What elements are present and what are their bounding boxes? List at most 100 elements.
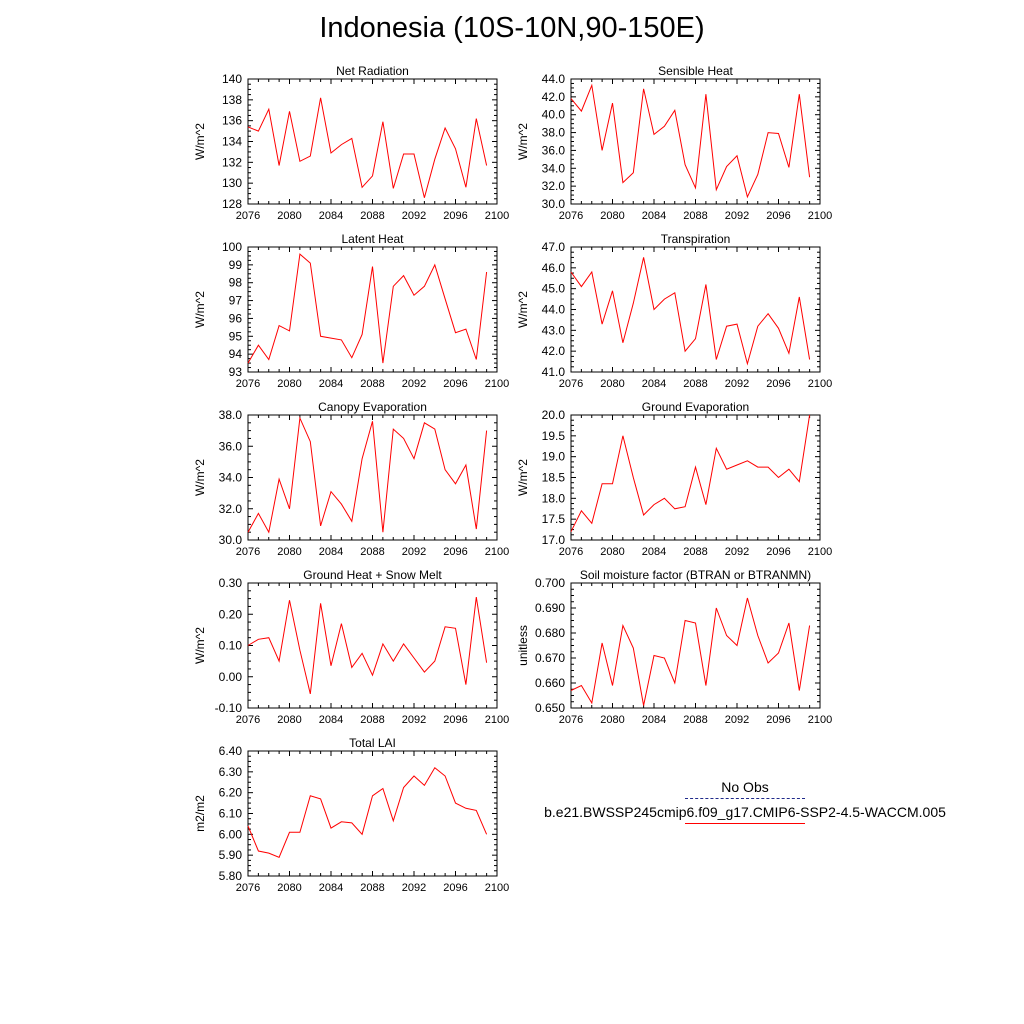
y-tick-label: 138	[222, 93, 242, 107]
y-axis-label: W/m^2	[193, 291, 207, 328]
y-tick-label: 0.650	[535, 701, 565, 715]
chart-title: Sensible Heat	[658, 64, 733, 78]
plot-frame	[570, 582, 821, 709]
y-tick-label: 0.660	[535, 676, 565, 690]
y-tick-label: 34.0	[219, 471, 243, 485]
y-tick-label: 38.0	[219, 408, 243, 422]
y-axis-label: m2/m2	[193, 795, 207, 832]
y-tick-label: 45.0	[542, 282, 566, 296]
y-tick-label: 32.0	[542, 179, 566, 193]
y-tick-label: 99	[229, 258, 243, 272]
x-tick-label: 2084	[319, 882, 343, 894]
legend-sim-line	[685, 823, 805, 824]
y-axis-label: W/m^2	[193, 627, 207, 664]
y-tick-label: 6.20	[219, 786, 243, 800]
chart-panel-6: Ground Heat + Snow Melt W/m^2 2076 2080 2084…	[193, 568, 509, 726]
y-tick-label: 94	[229, 347, 243, 361]
y-tick-label: 128	[222, 197, 242, 211]
legend: No Obs b.e21.BWSSP245cmip6.f09_g17.CMIP6…	[520, 778, 970, 824]
x-tick-label: 2076	[236, 882, 260, 894]
y-tick-label: 20.0	[542, 408, 566, 422]
series-line	[570, 597, 811, 706]
y-tick-label: 5.80	[219, 869, 243, 883]
series-line	[247, 597, 488, 695]
x-tick-label: 2080	[277, 378, 301, 390]
chart-title: Total LAI	[349, 736, 396, 750]
x-tick-label: 2092	[725, 210, 749, 222]
y-tick-label: 30.0	[542, 197, 566, 211]
y-tick-label: 0.30	[219, 576, 243, 590]
y-tick-label: 0.680	[535, 626, 565, 640]
x-tick-label: 2084	[642, 210, 666, 222]
y-tick-label: 47.0	[542, 240, 566, 254]
x-tick-label: 2080	[277, 546, 301, 558]
y-tick-label: 0.10	[219, 639, 243, 653]
x-tick-label: 2080	[600, 210, 624, 222]
chart-title: Ground Evaporation	[642, 400, 749, 414]
x-tick-label: 2076	[559, 378, 583, 390]
y-tick-label: 44.0	[542, 72, 566, 86]
x-tick-label: 2088	[360, 882, 384, 894]
x-tick-label: 2096	[443, 546, 467, 558]
x-tick-label: 2100	[485, 882, 509, 894]
y-tick-label: 6.40	[219, 744, 243, 758]
y-tick-label: 100	[222, 240, 242, 254]
x-tick-label: 2088	[683, 210, 707, 222]
y-tick-label: 32.0	[219, 502, 243, 516]
y-tick-label: 0.700	[535, 576, 565, 590]
x-tick-label: 2100	[808, 210, 832, 222]
y-tick-label: 134	[222, 135, 242, 149]
y-tick-label: 96	[229, 311, 243, 325]
x-tick-label: 2076	[236, 546, 260, 558]
x-tick-label: 2088	[683, 378, 707, 390]
chart-panel-1: Sensible Heat W/m^2 2076 2080 2084 2088 2092 20…	[516, 64, 832, 222]
y-axis-label: W/m^2	[193, 123, 207, 160]
y-axis-label: W/m^2	[516, 123, 530, 160]
x-tick-label: 2096	[766, 378, 790, 390]
x-tick-label: 2076	[236, 714, 260, 726]
y-tick-label: 42.0	[542, 90, 566, 104]
x-tick-label: 2076	[559, 714, 583, 726]
y-axis-label: W/m^2	[193, 459, 207, 496]
x-tick-label: 2084	[319, 546, 343, 558]
chart-panel-4: Canopy Evaporation W/m^2 2076 2080 2084 2088 2…	[193, 400, 509, 558]
x-tick-label: 2084	[319, 714, 343, 726]
series-line	[247, 766, 488, 858]
plot-frame	[570, 246, 821, 373]
y-tick-label: 46.0	[542, 261, 566, 275]
x-tick-label: 2100	[808, 714, 832, 726]
series-line	[570, 83, 811, 199]
y-tick-label: 17.5	[542, 512, 566, 526]
series-line	[247, 253, 488, 364]
x-tick-label: 2084	[642, 378, 666, 390]
x-tick-label: 2088	[360, 210, 384, 222]
y-tick-label: 93	[229, 365, 243, 379]
x-tick-label: 2096	[443, 714, 467, 726]
x-tick-label: 2096	[443, 378, 467, 390]
plot-frame	[247, 246, 498, 373]
y-axis-label: W/m^2	[516, 459, 530, 496]
y-tick-label: 42.0	[542, 344, 566, 358]
chart-title: Soil moisture factor (BTRAN or BTRANMN)	[580, 568, 811, 582]
plot-frame	[247, 414, 498, 541]
x-tick-label: 2096	[443, 882, 467, 894]
x-tick-label: 2100	[485, 546, 509, 558]
y-tick-label: 0.00	[219, 670, 243, 684]
y-tick-label: 140	[222, 72, 242, 86]
y-tick-label: 18.0	[542, 491, 566, 505]
y-tick-label: 136	[222, 114, 242, 128]
y-tick-label: 18.5	[542, 471, 566, 485]
series-line	[570, 257, 811, 366]
y-tick-label: 98	[229, 276, 243, 290]
x-tick-label: 2100	[485, 210, 509, 222]
chart-panel-3: Transpiration W/m^2 2076 2080 2084 2088 2092 20…	[516, 232, 832, 390]
y-tick-label: 6.00	[219, 827, 243, 841]
x-tick-label: 2088	[683, 714, 707, 726]
y-tick-label: 6.10	[219, 807, 243, 821]
x-tick-label: 2080	[277, 210, 301, 222]
x-tick-label: 2076	[236, 378, 260, 390]
y-tick-label: -0.10	[215, 701, 243, 715]
plot-frame	[247, 78, 498, 205]
x-tick-label: 2084	[642, 546, 666, 558]
x-tick-label: 2096	[766, 210, 790, 222]
